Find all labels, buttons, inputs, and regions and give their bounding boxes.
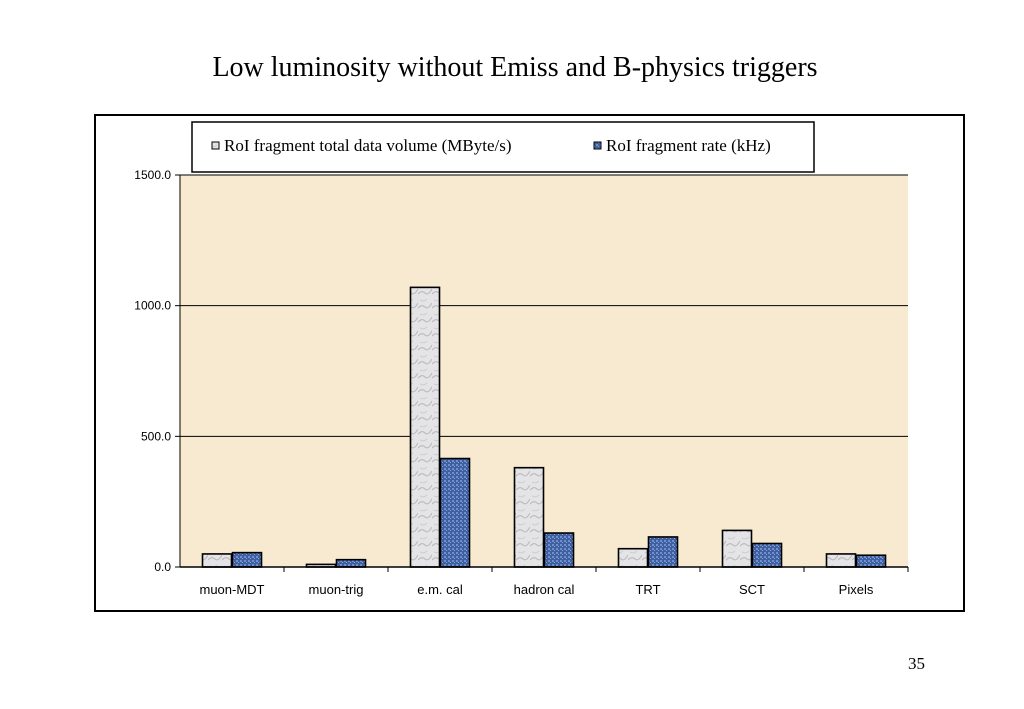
y-tick-label: 0.0 xyxy=(154,560,171,574)
bar-series1-pixels xyxy=(825,553,857,568)
bar-series1-muon-mdt xyxy=(201,553,233,568)
y-tick-label: 1000.0 xyxy=(134,299,171,313)
legend-box xyxy=(191,121,815,173)
legend-label-series2: RoI fragment rate (kHz) xyxy=(606,136,771,155)
chart-frame: 0.0 500.0 1000.0 1500.0 muon-MDT muon-trig e.m… xyxy=(94,114,965,612)
legend-swatch-series1 xyxy=(211,141,220,150)
bar-series2-trt xyxy=(647,536,679,568)
bar-series1-sct xyxy=(721,529,753,568)
x-tick-label: SCT xyxy=(739,582,765,597)
bar-series2-muon-mdt xyxy=(231,551,263,568)
bar-series2-e-m-cal xyxy=(439,457,471,568)
bar-series1-trt xyxy=(617,547,649,568)
x-tick-label: muon-trig xyxy=(309,582,364,597)
bar-series1-hadron-cal xyxy=(513,466,545,568)
x-tick-label: e.m. cal xyxy=(417,582,463,597)
x-tick-label: TRT xyxy=(635,582,660,597)
bar-series2-muon-trig xyxy=(335,558,367,568)
y-tick-label: 1500.0 xyxy=(134,168,171,182)
chart-legend: RoI fragment total data volume (MByte/s)… xyxy=(191,121,815,173)
bar-series2-hadron-cal xyxy=(543,532,575,568)
x-tick-label: muon-MDT xyxy=(199,582,264,597)
legend-label-series1: RoI fragment total data volume (MByte/s) xyxy=(224,136,512,155)
bar-chart: 0.0 500.0 1000.0 1500.0 muon-MDT muon-trig e.m… xyxy=(134,121,909,597)
bar-series2-sct xyxy=(751,542,783,568)
bar-series2-pixels xyxy=(855,554,887,568)
legend-swatch-series2 xyxy=(593,141,602,150)
slide-title: Low luminosity without Emiss and B-physi… xyxy=(212,52,818,83)
x-tick-label: hadron cal xyxy=(514,582,575,597)
bar-series1-e-m-cal xyxy=(409,286,441,568)
page-number: 35 xyxy=(908,654,925,673)
x-tick-label: Pixels xyxy=(839,582,874,597)
y-tick-label: 500.0 xyxy=(141,429,171,443)
